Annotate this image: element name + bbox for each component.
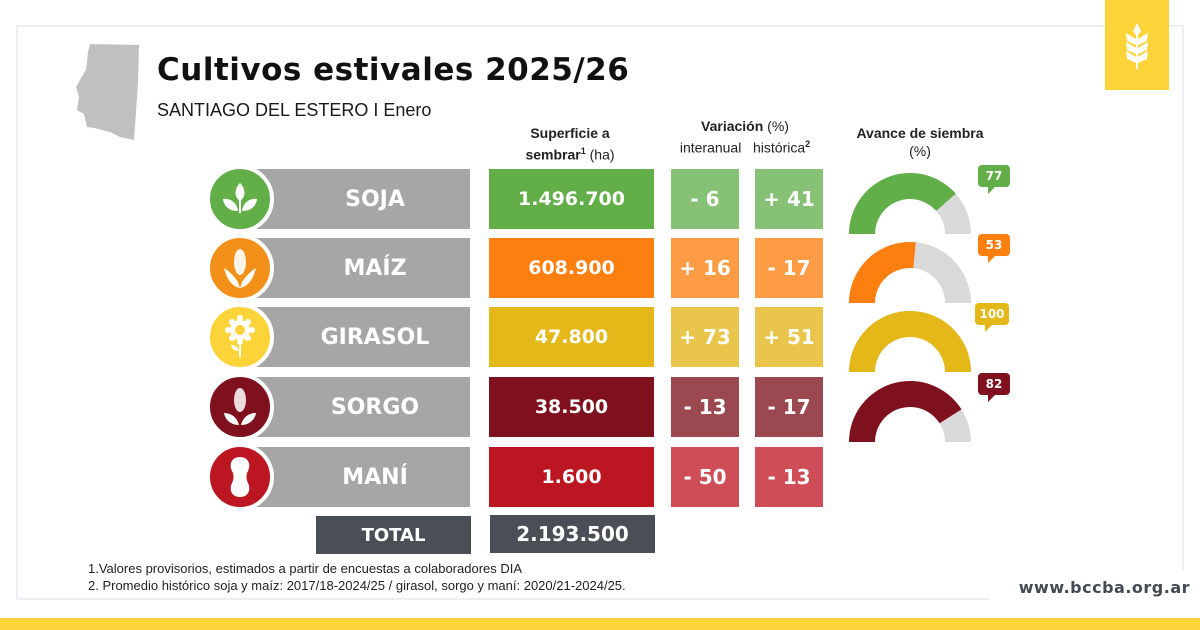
- historica-variation-value: + 51: [755, 307, 823, 367]
- variation-header-unit: (%): [763, 118, 789, 134]
- url-background: [990, 570, 1200, 610]
- peanut-icon: [206, 443, 274, 511]
- variation-column-header: Variación (%) interanual histórica2: [660, 117, 830, 157]
- brand-logo: [1105, 0, 1169, 90]
- gauge-fill: [849, 381, 962, 442]
- progress-value-bubble: 100: [975, 303, 1009, 332]
- gauge-fill: [849, 310, 971, 372]
- wheat-icon: [1126, 23, 1148, 69]
- crop-name: MANÍ: [255, 447, 470, 507]
- progress-gauge: [849, 310, 971, 372]
- gauge-fill: [849, 173, 956, 234]
- historica-variation-value: - 17: [755, 238, 823, 298]
- area-header-line1: Superficie a: [530, 125, 610, 141]
- progress-header-title: Avance de siembra: [856, 125, 984, 141]
- interanual-variation-value: - 6: [671, 169, 739, 229]
- soy-plant-icon: [206, 165, 274, 233]
- historica-variation-value: - 17: [755, 377, 823, 437]
- area-header-unit: (ha): [585, 146, 615, 163]
- progress-value-bubble: 53: [978, 234, 1010, 263]
- area-column-header: Superficie a sembrar1 (ha): [500, 124, 640, 164]
- progress-value-bubble: 77: [978, 165, 1010, 194]
- page-subtitle: SANTIAGO DEL ESTERO I Enero: [157, 100, 432, 120]
- historica-header: histórica: [753, 139, 806, 156]
- interanual-variation-value: - 50: [671, 447, 739, 507]
- variation-header-title: Variación: [701, 118, 764, 134]
- total-label: TOTAL: [316, 516, 471, 554]
- area-value: 1.600: [489, 447, 654, 507]
- progress-gauge: [849, 381, 971, 442]
- area-value: 38.500: [489, 377, 654, 437]
- progress-gauge: [849, 242, 971, 303]
- footnote-2: 2. Promedio histórico soja y maíz: 2017/…: [88, 578, 626, 593]
- progress-value-bubble: 82: [978, 373, 1010, 402]
- crop-name: SORGO: [255, 377, 470, 437]
- historica-variation-value: + 41: [755, 169, 823, 229]
- crop-name: GIRASOL: [255, 307, 470, 367]
- website-link[interactable]: www.bccba.org.ar: [1018, 578, 1190, 597]
- interanual-variation-value: - 13: [671, 377, 739, 437]
- progress-header-unit: (%): [909, 143, 931, 159]
- crop-name: SOJA: [255, 169, 470, 229]
- interanual-header: interanual: [679, 139, 742, 156]
- footnote-2-marker: 2: [805, 139, 811, 149]
- crop-name: MAÍZ: [255, 238, 470, 298]
- area-value: 608.900: [489, 238, 654, 298]
- gauge-fill: [849, 242, 916, 303]
- brand-bottom-bar: [0, 618, 1200, 630]
- page-title: Cultivos estivales 2025/26: [157, 52, 630, 88]
- footnote-1: 1.Valores provisorios, estimados a parti…: [88, 561, 523, 576]
- interanual-variation-value: + 16: [671, 238, 739, 298]
- sunflower-icon: [206, 303, 274, 371]
- province-map-icon: [76, 44, 139, 140]
- total-value: 2.193.500: [490, 515, 655, 553]
- area-header-line2: sembrar: [525, 146, 581, 163]
- corn-icon: [206, 234, 274, 302]
- sorghum-icon: [206, 373, 274, 441]
- area-value: 1.496.700: [489, 169, 654, 229]
- footnote-1-marker: 1: [580, 146, 586, 156]
- progress-column-header: Avance de siembra (%): [835, 124, 1005, 160]
- area-value: 47.800: [489, 307, 654, 367]
- interanual-variation-value: + 73: [671, 307, 739, 367]
- historica-variation-value: - 13: [755, 447, 823, 507]
- footnotes: 1.Valores provisorios, estimados a parti…: [88, 560, 626, 594]
- progress-gauge: [849, 173, 971, 234]
